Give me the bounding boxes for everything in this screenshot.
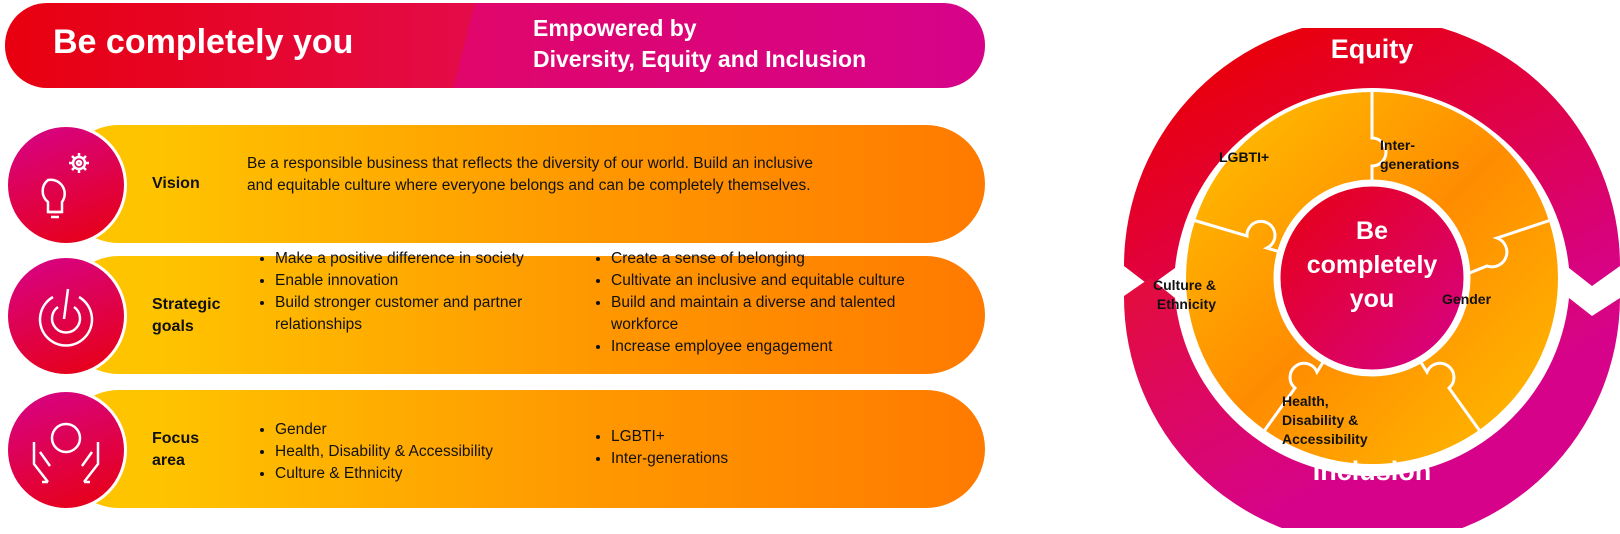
center-text: Be completely you (1272, 214, 1472, 316)
piece-line: generations (1380, 156, 1460, 172)
header-banner: Be completely you Empowered by Diversity… (5, 3, 985, 88)
target-aim-icon (5, 255, 127, 377)
lightbulb-gear-icon (5, 124, 127, 246)
subtitle-line: Diversity, Equity and Inclusion (533, 46, 867, 72)
piece-line: Culture & (1153, 277, 1216, 293)
piece-line: Accessibility (1282, 431, 1368, 447)
strategic-goals-row: Strategic goals Make a positive differen… (5, 250, 985, 377)
row-bar (60, 256, 985, 374)
vision-row: Vision Be a responsible business that re… (5, 124, 985, 246)
inclusion-label: Inclusion (1312, 456, 1432, 486)
piece-lgbti: LGBTI+ (1219, 149, 1270, 165)
inclusion-ring (1123, 278, 1620, 528)
vision-text: Be a responsible business that reflects … (247, 155, 814, 194)
list-item: Increase employee engagement (611, 336, 949, 358)
list-item: Make a positive difference in society (275, 248, 573, 270)
list-item: Culture & Ethnicity (275, 463, 573, 485)
equity-ring (1124, 28, 1620, 286)
center-line: Be (1356, 217, 1388, 245)
goals-col-1: Make a positive difference in societyEna… (253, 248, 573, 336)
piece-inter-generations: Inter-generations (1380, 136, 1459, 174)
label-line: goals (152, 318, 194, 335)
puzzle-seams (1192, 90, 1552, 435)
piece-health: Health, Disability & Accessibility (1282, 392, 1368, 449)
list-item: Gender (275, 419, 573, 441)
center-line: completely (1306, 251, 1438, 279)
label-line: area (152, 452, 185, 469)
banner-subtitle: Empowered by Diversity, Equity and Inclu… (533, 13, 866, 75)
center-line: you (1349, 285, 1395, 313)
piece-line: Inter- (1380, 137, 1415, 153)
dei-wheel: Equity Inclusion Be completely you LGBTI… (1122, 28, 1620, 528)
row-bar (60, 125, 985, 243)
row-label: Focus area (152, 428, 199, 472)
subtitle-line: Empowered by (533, 15, 697, 41)
banner-right (453, 3, 985, 88)
piece-line: Health, (1282, 393, 1329, 409)
piece-gender: Gender (1442, 291, 1492, 307)
piece-line: Ethnicity (1156, 296, 1216, 312)
list-item: Build and maintain a diverse and talente… (611, 292, 949, 336)
list-item: LGBTI+ (611, 426, 889, 448)
piece-line: Disability & (1282, 412, 1359, 428)
goals-col-2: Create a sense of belongingCultivate an … (589, 248, 949, 358)
hands-holding-person-icon (5, 389, 127, 511)
row-label: Vision (152, 175, 200, 192)
center-circle (1273, 179, 1471, 377)
list-item: Build stronger customer and partner rela… (275, 292, 573, 336)
row-label: Strategic goals (152, 294, 220, 338)
list-item: Inter-generations (611, 448, 889, 470)
equity-label: Equity (1330, 34, 1414, 64)
banner-title: Be completely you (53, 23, 354, 61)
list-item: Health, Disability & Accessibility (275, 441, 573, 463)
row-bar (60, 390, 985, 508)
piece-culture: Culture & Ethnicity (1153, 276, 1216, 314)
label-line: Focus (152, 430, 200, 447)
list-item: Enable innovation (275, 270, 573, 292)
list-item: Cultivate an inclusive and equitable cul… (611, 270, 949, 292)
banner-left (5, 3, 525, 88)
list-item: Create a sense of belonging (611, 248, 949, 270)
focus-col-2: LGBTI+Inter-generations (589, 426, 889, 470)
label-line: Strategic (152, 296, 221, 313)
